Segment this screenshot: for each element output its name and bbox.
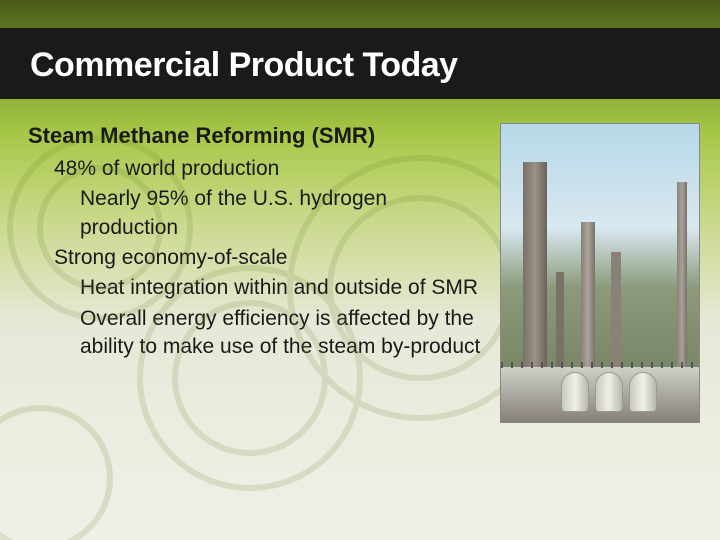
image-column <box>500 123 700 423</box>
refinery-image-placeholder <box>500 123 700 423</box>
subtitle: Steam Methane Reforming (SMR) <box>28 123 484 149</box>
bullet-lvl2: Heat integration within and outside of S… <box>80 274 484 302</box>
bullet-lvl2: Nearly 95% of the U.S. hydrogen producti… <box>80 185 484 242</box>
title-bar: Commercial Product Today <box>0 28 720 99</box>
bullet-lvl1: Strong economy-of-scale <box>54 244 484 272</box>
text-column: Steam Methane Reforming (SMR) 48% of wor… <box>28 123 484 423</box>
refinery-tank <box>561 372 589 412</box>
refinery-tank <box>629 372 657 412</box>
content-area: Steam Methane Reforming (SMR) 48% of wor… <box>0 99 720 423</box>
refinery-tank <box>595 372 623 412</box>
refinery-railing <box>501 362 699 368</box>
bullet-lvl1: 48% of world production <box>54 155 484 183</box>
bullet-lvl2: Overall energy efficiency is affected by… <box>80 305 484 362</box>
slide-title: Commercial Product Today <box>30 46 690 85</box>
